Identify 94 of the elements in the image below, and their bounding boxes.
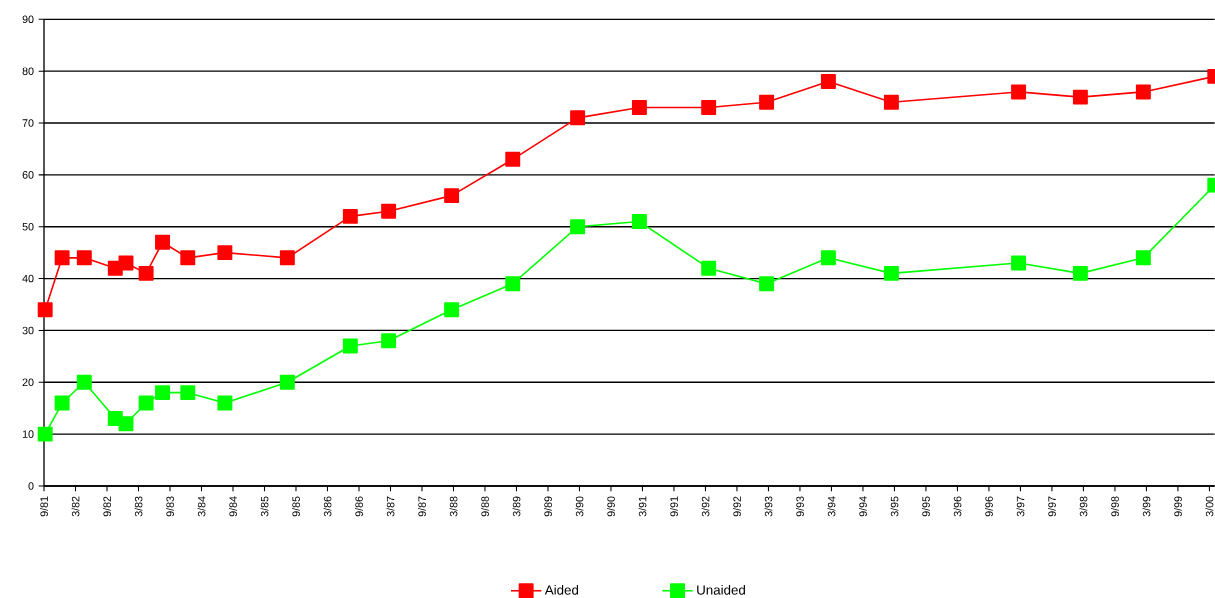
point (37, 426, 53, 442)
point (279, 250, 295, 266)
point (570, 219, 586, 235)
point (505, 276, 521, 292)
point (217, 245, 233, 261)
point (505, 151, 521, 167)
point (76, 374, 92, 390)
x-tick-label: 9/98 (1111, 496, 1119, 517)
point (631, 214, 647, 230)
point (570, 110, 586, 126)
x-tick-label: 9/93 (796, 496, 804, 517)
x-tick-label: 9/83 (166, 496, 174, 517)
point (76, 250, 92, 266)
y-tick-label: 90 (22, 15, 34, 24)
x-tick-label: 3/99 (1142, 496, 1151, 517)
x-tick-label: 9/90 (607, 496, 615, 517)
x-tick-label: 3/82 (71, 496, 80, 517)
x-tick-label: 3/84 (197, 496, 206, 517)
x-tick-label: 3/91 (638, 496, 647, 517)
point (37, 302, 53, 318)
point (180, 250, 196, 266)
point (759, 276, 775, 292)
x-tick-label: 3/87 (386, 496, 395, 517)
x-tick-label: 9/92 (733, 496, 741, 517)
x-tick-label: 3/93 (764, 496, 773, 517)
x-tick-label: 3/83 (134, 496, 143, 517)
point (342, 338, 358, 354)
x-tick-label: 9/85 (292, 496, 300, 517)
legend-label: Aided (544, 584, 579, 595)
y-tick-label: 60 (22, 171, 34, 179)
x-tick-label: 3/00 (1205, 496, 1214, 517)
x-tick-label: 9/88 (481, 496, 489, 517)
y-tick-label: 0 (28, 482, 34, 490)
point (138, 265, 154, 281)
x-tick-label: 3/92 (701, 496, 710, 517)
x-tick-label: 9/96 (985, 496, 993, 517)
point (883, 94, 899, 110)
x-tick-label: 9/87 (418, 496, 426, 517)
y-tick-label: 10 (22, 430, 34, 438)
x-tick-label: 9/91 (670, 496, 678, 517)
x-tick-label: 3/95 (890, 496, 899, 517)
x-tick-label: 9/97 (1048, 496, 1056, 517)
x-tick-label: 3/94 (827, 496, 836, 517)
x-tick-label: 3/89 (512, 496, 521, 517)
point (1011, 255, 1027, 271)
point (1072, 265, 1088, 281)
point (820, 250, 836, 266)
point (155, 385, 171, 401)
point (444, 188, 460, 204)
point (54, 250, 70, 266)
point (820, 74, 836, 90)
point (342, 208, 358, 224)
point (701, 260, 717, 276)
point (217, 395, 233, 411)
x-tick-label: 9/81 (40, 496, 48, 517)
point (118, 255, 134, 271)
point (54, 395, 70, 411)
point (1072, 89, 1088, 105)
y-tick-label: 50 (22, 222, 34, 231)
x-tick-label: 9/99 (1174, 496, 1182, 517)
x-tick-label: 9/89 (544, 496, 552, 517)
point (1011, 84, 1027, 100)
x-tick-label: 9/86 (355, 496, 363, 517)
x-tick-label: 3/86 (323, 496, 332, 517)
point (631, 100, 647, 115)
x-tick-label: 3/90 (575, 496, 584, 517)
x-tick-label: 3/85 (260, 496, 269, 517)
point (1135, 84, 1151, 100)
point (883, 265, 899, 281)
x-tick-label: 3/96 (953, 496, 962, 517)
y-tick-label: 20 (22, 378, 34, 387)
point (759, 94, 775, 110)
y-tick-label: 80 (22, 67, 34, 75)
x-tick-label: 9/94 (859, 496, 867, 517)
point (381, 203, 397, 219)
x-tick-label: 9/95 (922, 496, 930, 517)
point (180, 385, 196, 401)
point (138, 395, 154, 411)
point (279, 374, 295, 390)
point (118, 416, 134, 432)
point (1135, 250, 1151, 266)
legend-label: Unaided (697, 584, 745, 595)
x-tick-label: 3/97 (1016, 496, 1025, 517)
x-tick-label: 9/84 (229, 496, 237, 517)
x-tick-label: 3/88 (449, 496, 458, 517)
y-tick-label: 30 (22, 326, 34, 335)
point (381, 333, 397, 349)
point (444, 302, 460, 318)
x-tick-label: 3/98 (1079, 496, 1088, 517)
point (701, 100, 717, 115)
x-tick-label: 9/82 (103, 496, 111, 517)
point (155, 234, 171, 250)
y-tick-label: 70 (22, 119, 34, 127)
y-tick-label: 40 (22, 274, 34, 283)
